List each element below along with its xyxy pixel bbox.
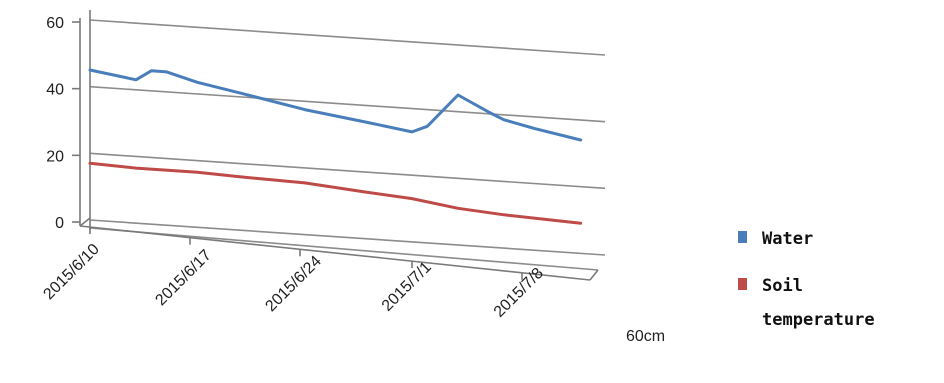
y-tick-label: 20 <box>46 148 64 165</box>
legend: Water Soil temperature <box>738 229 875 330</box>
y-tick-labels: 0 20 40 60 <box>46 15 64 232</box>
legend-swatch-0 <box>738 231 747 243</box>
x-axis-end <box>589 269 599 281</box>
gridline-0 <box>89 219 606 256</box>
series-line-0 <box>88 68 583 142</box>
x-tick-label: 2015/6/10 <box>40 241 102 303</box>
axes <box>72 10 599 281</box>
gridline-40 <box>89 85 606 123</box>
corner-link <box>79 217 91 227</box>
gridlines <box>89 19 606 271</box>
series-lines <box>88 68 583 225</box>
depth-note: 60cm <box>626 328 665 345</box>
legend-label-0: Water <box>762 229 813 249</box>
y-tick-label: 0 <box>55 215 64 232</box>
x-tick-labels: 2015/6/10 2015/6/17 2015/6/24 2015/7/1 2015/… <box>40 241 546 321</box>
gridline-20 <box>89 152 606 190</box>
gridline-60 <box>89 19 606 56</box>
series-line-1 <box>88 161 583 225</box>
y-tick-label: 60 <box>46 15 64 32</box>
x-tick-label: 2015/6/24 <box>262 253 324 315</box>
x-axis-front <box>79 225 591 281</box>
x-tick-label: 2015/7/1 <box>379 259 435 315</box>
legend-swatch-1 <box>738 278 747 290</box>
y-tick-label: 40 <box>46 82 64 99</box>
legend-label-1: Soil <box>762 276 803 296</box>
floor-back-line <box>89 227 599 271</box>
x-tick-label: 2015/6/17 <box>152 247 214 309</box>
legend-label-1: temperature <box>762 310 875 330</box>
